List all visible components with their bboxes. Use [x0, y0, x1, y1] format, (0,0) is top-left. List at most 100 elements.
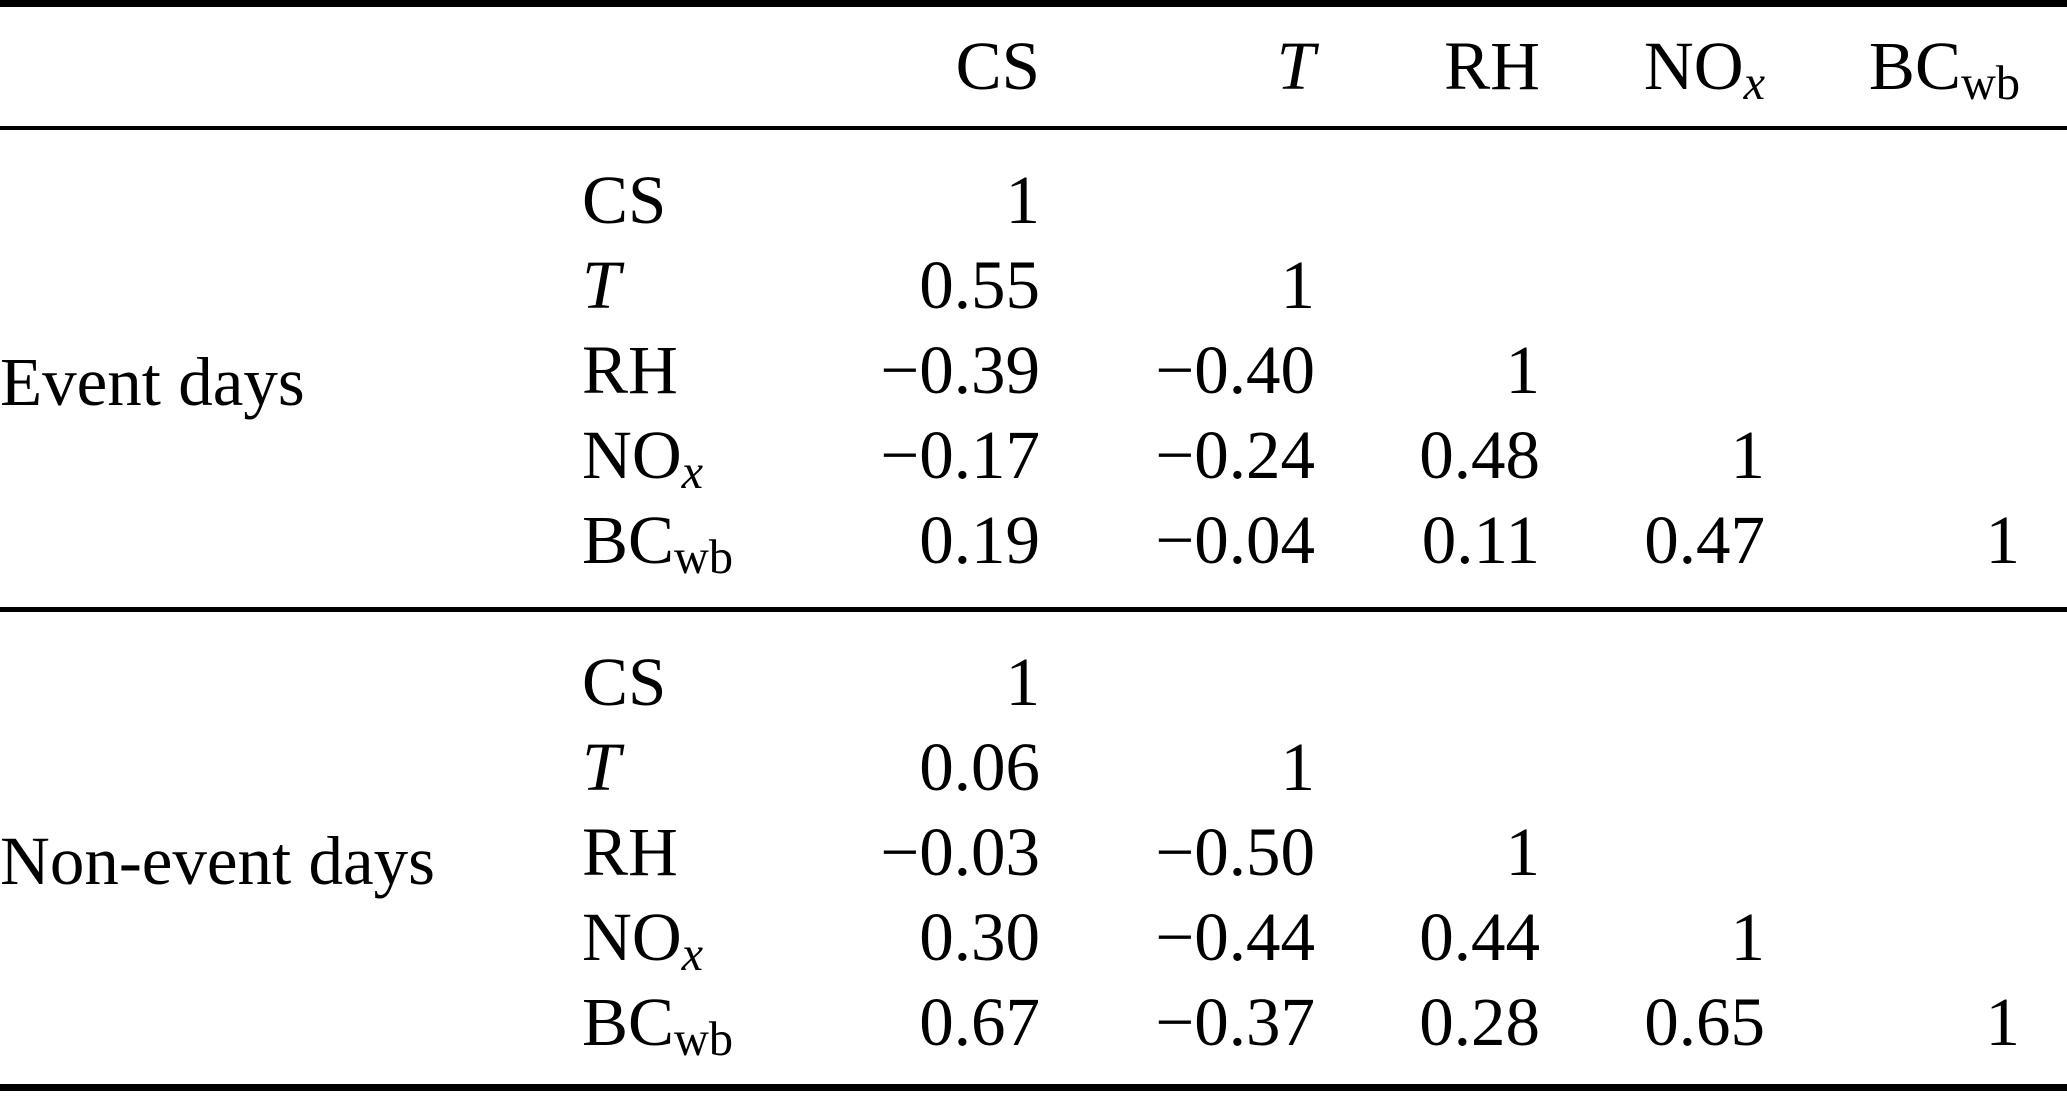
table-header: CS T RH NOx BCwb — [0, 4, 2067, 128]
col-header-bcwb-subscript: wb — [1960, 57, 2020, 111]
header-empty-variable — [582, 4, 790, 128]
row-label-bcwb-base: BC — [582, 501, 675, 578]
table-row: Non-event days CS 1 — [0, 609, 2067, 895]
table-row: RH −0.39 −0.40 1 — [0, 328, 2067, 413]
row-label-nox-subscript: x — [681, 446, 704, 500]
section-non-event-days: Non-event days CS 1 T 0.06 1 RH −0. — [0, 609, 2067, 1087]
corr-cell — [1765, 725, 2020, 810]
corr-cell — [1315, 609, 1540, 725]
col-header-cs-label: CS — [955, 27, 1040, 104]
col-header-cs: CS — [790, 4, 1040, 128]
section-event-days: Event days CS 1 T 0.55 1 RH −0.39 — [0, 128, 2067, 610]
table-row: NOx 0.30 −0.44 0.44 1 — [0, 895, 2067, 980]
col-header-t-label: T — [1276, 27, 1315, 104]
col-header-bcwb: BCwb — [1765, 4, 2020, 128]
row-label-bcwb-subscript: wb — [674, 531, 734, 585]
col-header-bcwb-base: BC — [1868, 27, 1961, 104]
corr-cell: 0.19 — [919, 501, 1040, 578]
table-row: BCwb 0.19 −0.04 0.11 0.47 1 — [0, 498, 2067, 610]
corr-cell — [1540, 609, 1765, 725]
row-label-nox: NOx — [582, 413, 790, 498]
corr-cell — [1040, 609, 1315, 725]
corr-cell — [1765, 609, 2020, 725]
row-label-bcwb-base: BC — [582, 983, 675, 1060]
corr-cell — [1540, 243, 1765, 328]
corr-cell: 1 — [1005, 643, 1041, 720]
corr-cell: 0.48 — [1419, 416, 1540, 493]
corr-cell: 1 — [1505, 813, 1541, 890]
section-label-non-event-days: Non-event days — [0, 823, 435, 899]
corr-cell: 0.11 — [1421, 501, 1540, 578]
row-label-nox-subscript: x — [681, 928, 704, 982]
corr-cell-bold: 0.55 — [919, 246, 1040, 323]
section-label-event-days: Event days — [0, 343, 305, 420]
row-label-rh: RH — [582, 813, 678, 890]
corr-cell — [1315, 243, 1540, 328]
corr-cell: −0.39 — [880, 331, 1040, 408]
corr-cell: −0.40 — [1155, 331, 1315, 408]
row-label-cs: CS — [582, 161, 667, 238]
row-label-cs: CS — [582, 643, 667, 720]
corr-cell — [1765, 128, 2020, 243]
row-label-nox-base: NO — [582, 416, 682, 493]
row-label-rh: RH — [582, 331, 678, 408]
table-row: RH −0.03 −0.50 1 — [0, 810, 2067, 895]
corr-cell: −0.50 — [1155, 813, 1315, 890]
corr-cell: 1 — [1280, 728, 1316, 805]
col-header-nox-base: NO — [1643, 27, 1744, 104]
row-label-bcwb-subscript: wb — [674, 1013, 734, 1067]
row-label-bcwb: BCwb — [582, 498, 790, 610]
col-header-rh: RH — [1315, 4, 1540, 128]
corr-cell: 1 — [1985, 501, 2021, 578]
corr-cell: 1 — [1505, 331, 1541, 408]
corr-cell: 1 — [1985, 983, 2021, 1060]
header-row: CS T RH NOx BCwb — [0, 4, 2067, 128]
corr-cell: 0.28 — [1419, 983, 1540, 1060]
corr-cell: −0.24 — [1155, 416, 1315, 493]
corr-cell — [1540, 128, 1765, 243]
table-row: NOx −0.17 −0.24 0.48 1 — [0, 413, 2067, 498]
corr-cell: 0.44 — [1419, 898, 1540, 975]
corr-cell: 0.47 — [1644, 501, 1765, 578]
corr-cell: 1 — [1280, 246, 1316, 323]
table-row: T 0.06 1 — [0, 725, 2067, 810]
corr-cell — [1040, 128, 1315, 243]
corr-cell-bold: 0.67 — [919, 983, 1040, 1060]
corr-cell — [1765, 413, 2020, 498]
row-label-nox: NOx — [582, 895, 790, 980]
corr-cell — [1315, 128, 1540, 243]
corr-cell — [1765, 895, 2020, 980]
corr-cell: 1 — [1730, 898, 1766, 975]
corr-cell — [1765, 810, 2020, 895]
col-header-nox: NOx — [1540, 4, 1765, 128]
header-empty-section — [0, 4, 582, 128]
corr-cell: −0.17 — [880, 416, 1040, 493]
header-empty-filler — [2020, 4, 2067, 128]
corr-cell: −0.44 — [1155, 898, 1315, 975]
col-header-t: T — [1040, 4, 1315, 128]
corr-cell: 1 — [1005, 161, 1041, 238]
table-row: BCwb 0.67 −0.37 0.28 0.65 1 — [0, 980, 2067, 1088]
corr-cell: 0.06 — [919, 728, 1040, 805]
corr-cell: 1 — [1730, 416, 1766, 493]
table-row: T 0.55 1 — [0, 243, 2067, 328]
corr-cell — [1540, 810, 1765, 895]
col-header-rh-label: RH — [1444, 27, 1540, 104]
row-label-t: T — [582, 246, 621, 323]
row-label-t: T — [582, 728, 621, 805]
row-label-bcwb: BCwb — [582, 980, 790, 1088]
corr-cell — [1765, 328, 2020, 413]
corr-cell — [1540, 328, 1765, 413]
corr-cell — [1540, 725, 1765, 810]
corr-cell — [1315, 725, 1540, 810]
row-label-nox-base: NO — [582, 898, 682, 975]
corr-cell: −0.04 — [1155, 501, 1315, 578]
corr-cell — [1765, 243, 2020, 328]
corr-cell: −0.03 — [880, 813, 1040, 890]
corr-cell: 0.30 — [919, 898, 1040, 975]
table-row: Event days CS 1 — [0, 128, 2067, 416]
corr-cell-bold: 0.65 — [1644, 983, 1765, 1060]
col-header-nox-subscript: x — [1743, 57, 1765, 111]
